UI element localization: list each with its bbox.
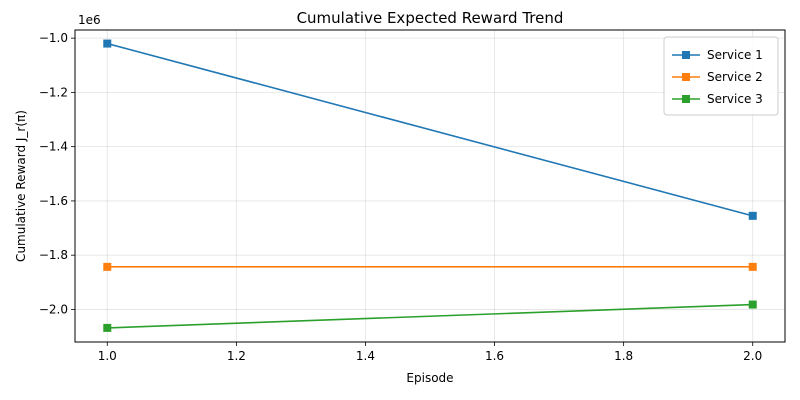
legend: Service 1 Service 2 Service 3: [663, 36, 779, 116]
legend-label: Service 3: [707, 92, 763, 106]
x-tick-label: 1.4: [356, 349, 375, 363]
legend-marker: [682, 95, 690, 103]
series-line: [107, 303, 753, 329]
x-tick-label: 2.0: [743, 349, 762, 363]
data-point-marker: [103, 39, 112, 48]
y-tick-label: −2.0: [39, 302, 68, 316]
legend-item: Service 1: [672, 48, 763, 62]
plot-area-frame: [74, 29, 786, 343]
series-3: [103, 300, 757, 332]
legend-label: Service 1: [707, 48, 763, 62]
x-tick-label: 1.6: [485, 349, 504, 363]
y-tick-label: −1.4: [39, 140, 68, 154]
x-axis-label: Episode: [406, 371, 453, 385]
legend-item: Service 3: [672, 92, 763, 106]
legend-item: Service 2: [672, 70, 763, 84]
legend-marker: [682, 51, 690, 59]
y-tick-label: −1.6: [39, 194, 68, 208]
legend-label: Service 2: [707, 70, 763, 84]
x-tick-label: 1.0: [98, 349, 117, 363]
y-tick-label: −1.0: [39, 31, 68, 45]
data-point-marker: [748, 211, 757, 220]
y-axis-label: Cumulative Reward J_r(π): [14, 110, 28, 262]
data-point-marker: [748, 300, 757, 309]
y-tick-label: −1.2: [39, 85, 68, 99]
x-axis-ticks: 1.0 1.2 1.4 1.6 1.8 2.0: [98, 342, 762, 363]
y-axis-offset-label: 1e6: [78, 13, 101, 27]
x-tick-label: 1.2: [227, 349, 246, 363]
y-tick-label: −1.8: [39, 248, 68, 262]
y-axis-ticks: −2.0 −1.8 −1.6 −1.4 −1.2 −1.0: [39, 31, 75, 316]
data-point-marker: [103, 323, 112, 332]
data-point-marker: [103, 262, 112, 271]
x-tick-label: 1.8: [614, 349, 633, 363]
legend-box: [663, 36, 779, 116]
series-line: [107, 42, 753, 217]
series-2: [103, 262, 757, 271]
legend-marker: [682, 73, 690, 81]
series-lines: [103, 39, 757, 332]
series-1: [103, 39, 757, 220]
chart-title: Cumulative Expected Reward Trend: [297, 9, 564, 27]
data-point-marker: [748, 262, 757, 271]
